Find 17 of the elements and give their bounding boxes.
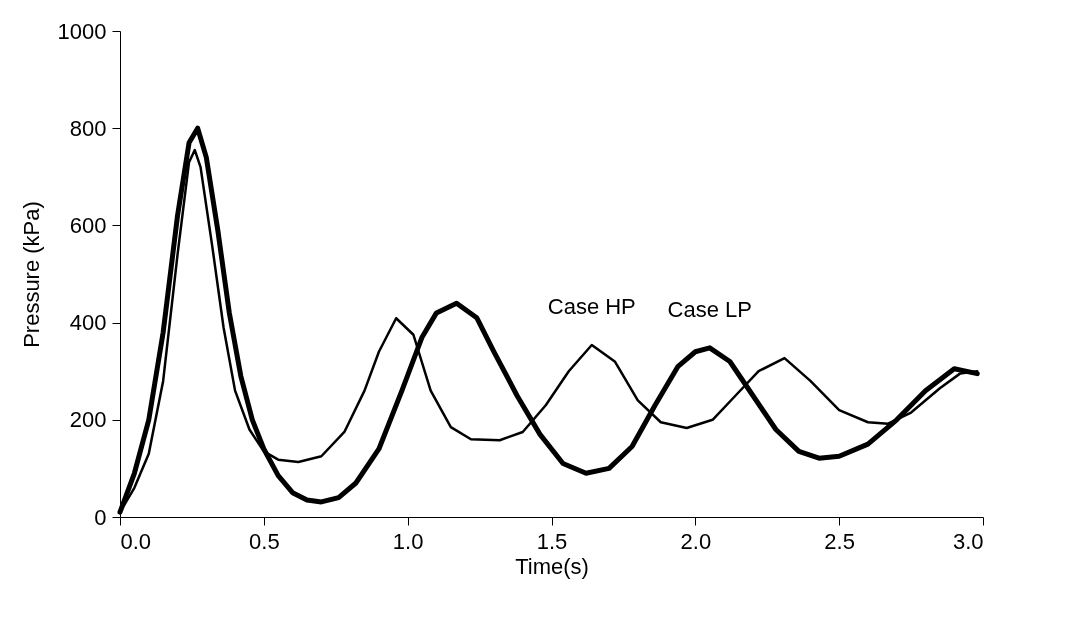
x-tick-label: 0.0	[120, 528, 152, 554]
x-tick-label: 0.5	[249, 528, 280, 554]
y-tick-label: 800	[69, 115, 107, 141]
y-tick-label: 1000	[57, 18, 107, 44]
x-tick-label: 1.5	[536, 528, 568, 554]
x-tick-label: 2.5	[824, 528, 855, 554]
y-tick-label: 600	[69, 212, 107, 238]
x-tick-label: 2.0	[680, 528, 712, 554]
y-tick-label: 0	[94, 504, 107, 530]
x-tick-label: 3.0	[952, 528, 984, 554]
x-axis-title: Time(s)	[515, 553, 589, 579]
y-tick-label: 200	[69, 407, 107, 433]
series-label: Case LP	[667, 296, 752, 322]
y-axis-title: Pressure (kPa)	[18, 201, 44, 348]
series-label: Case HP	[547, 293, 636, 319]
x-tick-label: 1.0	[392, 528, 424, 554]
y-tick-label: 400	[69, 310, 107, 336]
